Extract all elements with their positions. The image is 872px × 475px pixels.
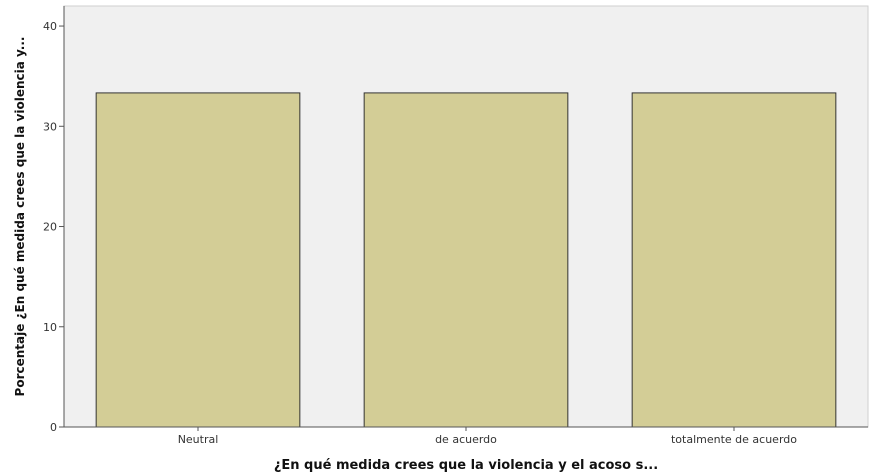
y-tick-label: 20 (43, 221, 57, 234)
x-tick-label: totalmente de acuerdo (671, 433, 797, 446)
x-tick-label: Neutral (178, 433, 219, 446)
y-axis-label: Porcentaje ¿En qué medida crees que la v… (13, 37, 27, 397)
y-tick-label: 30 (43, 120, 57, 133)
bar (363, 92, 569, 428)
x-axis: Neutral de acuerdo totalmente de acuerdo (64, 426, 868, 446)
bar (631, 92, 837, 428)
y-tick-label: 10 (43, 321, 57, 334)
bar (95, 92, 301, 428)
x-axis-label: ¿En qué medida crees que la violencia y … (274, 458, 658, 473)
x-tick-label: de acuerdo (435, 433, 497, 446)
y-tick-label: 0 (50, 421, 57, 434)
y-axis: 0 10 20 30 40 (43, 6, 65, 434)
y-tick-label: 40 (43, 20, 57, 33)
bars-group (95, 92, 837, 428)
